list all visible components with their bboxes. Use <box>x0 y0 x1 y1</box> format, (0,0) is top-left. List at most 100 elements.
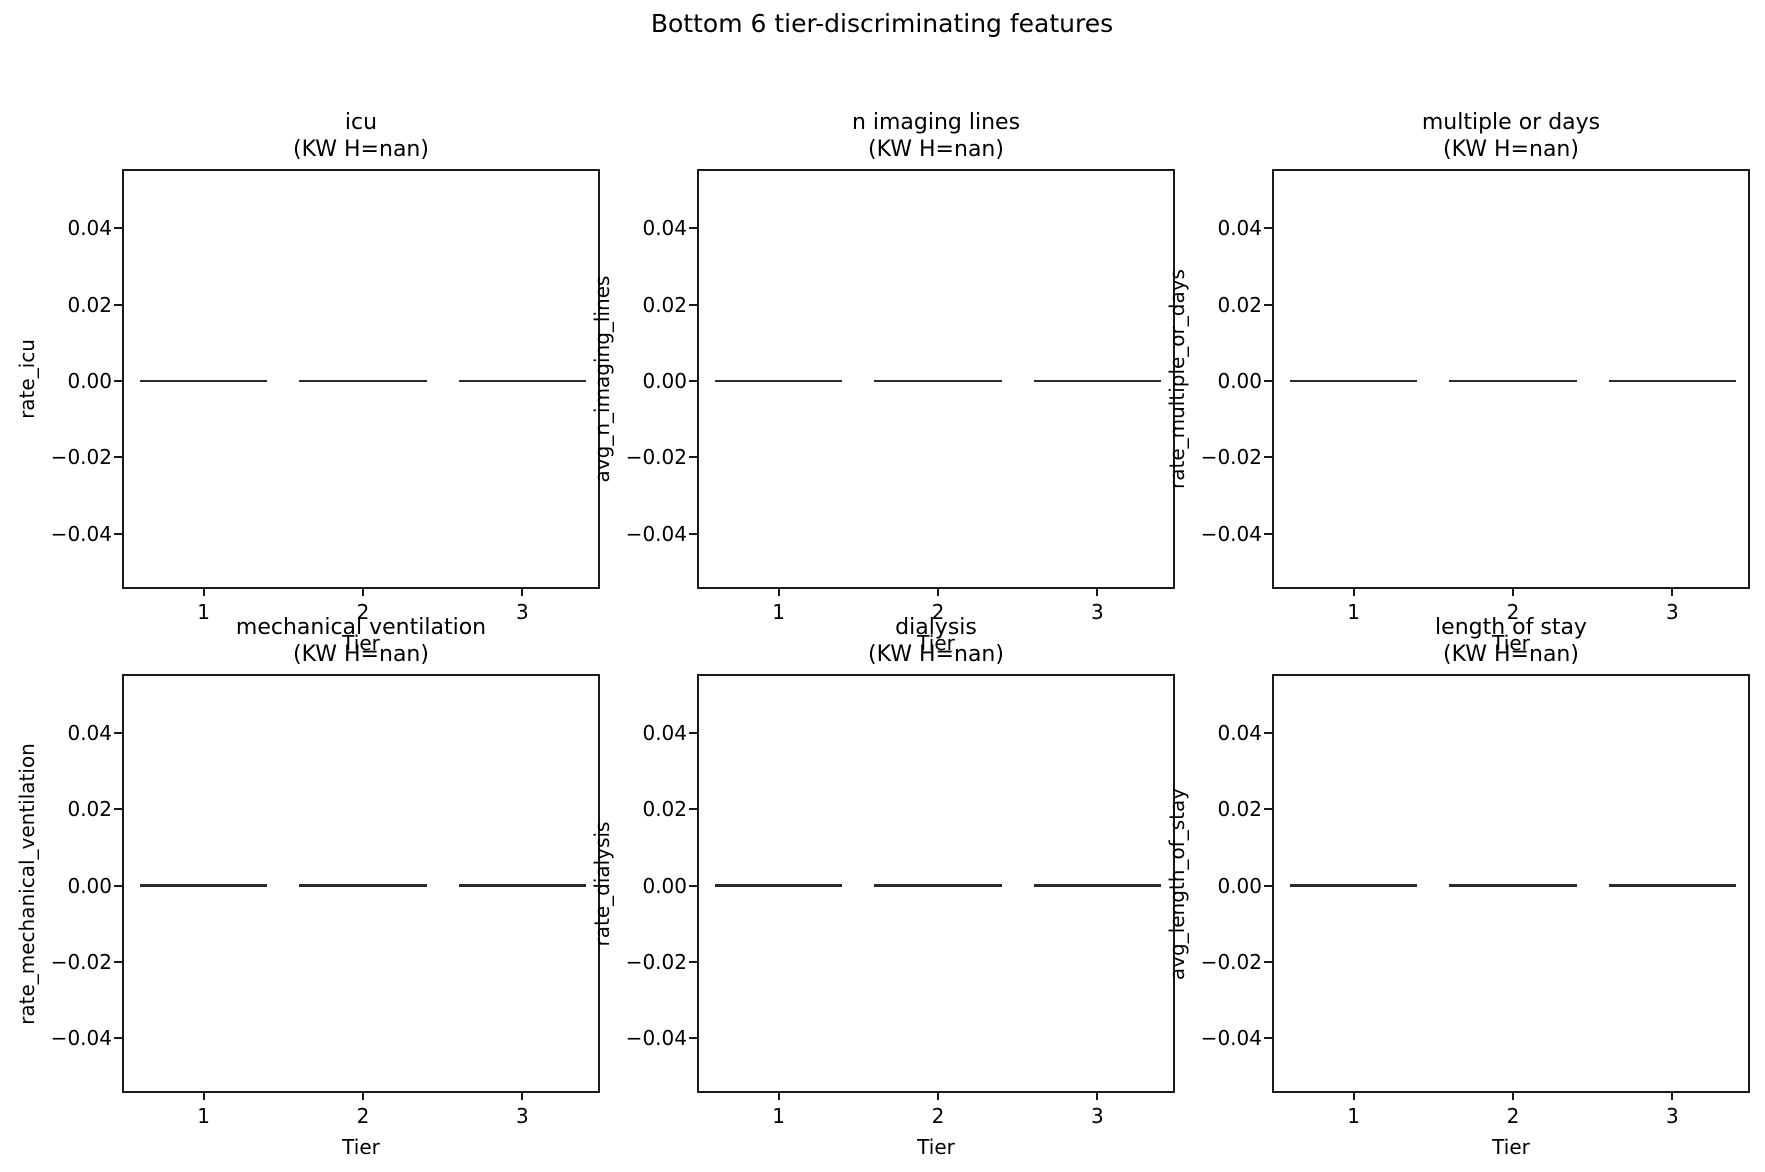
x-axis-label: Tier <box>917 1135 955 1159</box>
y-tick-label: 0.00 <box>1217 369 1262 393</box>
boxplot-median-line <box>1449 884 1577 887</box>
y-tick-mark <box>689 380 697 382</box>
y-tick-label: 0.02 <box>642 292 687 317</box>
y-tick-label: −0.02 <box>1200 445 1262 470</box>
y-tick-label: −0.04 <box>625 1025 687 1050</box>
x-tick-label: 3 <box>515 1104 529 1128</box>
x-tick-label: 2 <box>1506 1104 1520 1128</box>
x-tick-mark <box>202 587 205 596</box>
subplot-title: mechanical ventilation <box>235 615 487 640</box>
y-tick-mark <box>114 808 122 811</box>
boxplot-median-line <box>1608 379 1737 383</box>
y-tick-label: −0.02 <box>625 445 687 470</box>
y-tick-mark <box>114 380 122 382</box>
y-tick-label: −0.02 <box>50 949 112 974</box>
x-tick-mark <box>202 1091 205 1100</box>
subplot-title: icu <box>344 110 378 135</box>
x-tick-label: 1 <box>772 600 786 624</box>
x-tick-label: 2 <box>356 1104 370 1128</box>
x-tick-label: 3 <box>1665 600 1679 624</box>
y-tick-mark <box>1264 960 1272 963</box>
y-tick-mark <box>1264 808 1272 811</box>
y-tick-label: −0.04 <box>1200 1025 1262 1050</box>
y-tick-mark <box>114 1036 122 1039</box>
x-tick-label: 1 <box>197 1104 211 1128</box>
y-tick-mark <box>114 303 122 306</box>
x-tick-mark <box>1671 587 1674 596</box>
y-tick-mark <box>1264 456 1272 459</box>
x-tick-label: 2 <box>931 1104 945 1128</box>
x-axis-label: Tier <box>1492 631 1530 655</box>
y-tick-label: 0.04 <box>1217 216 1262 241</box>
y-tick-mark <box>689 1036 697 1039</box>
y-tick-mark <box>114 732 122 735</box>
x-axis-label: Tier <box>1492 1135 1530 1159</box>
boxplot-median-line <box>874 884 1002 887</box>
subplot-title: n imaging lines <box>851 110 1021 135</box>
x-tick-mark <box>362 1091 364 1100</box>
boxplot-median-line <box>714 884 843 887</box>
x-axis-label: Tier <box>342 1135 380 1159</box>
y-tick-mark <box>1264 380 1272 382</box>
y-axis-label: rate_mechanical_ventilation <box>15 742 39 1025</box>
subplot-title: multiple or days <box>1421 110 1601 135</box>
y-tick-label: 0.04 <box>67 216 112 241</box>
x-tick-mark <box>937 587 939 596</box>
x-tick-mark <box>1096 1091 1099 1100</box>
x-tick-mark <box>1671 1091 1674 1100</box>
y-tick-label: 0.02 <box>67 292 112 317</box>
x-axis-label: Tier <box>917 631 955 655</box>
x-tick-mark <box>521 1091 524 1100</box>
subplot-n-imaging-lines: n imaging lines (KW H=nan) avg_n_imaging_l… <box>590 110 1175 655</box>
subplot-title: dialysis <box>895 615 977 640</box>
boxplot-median-line <box>1449 379 1577 383</box>
subplot-stat-line: (KW H=nan) <box>868 642 1004 667</box>
x-tick-mark <box>1352 1091 1355 1100</box>
y-axis-label: avg_n_imaging_lines <box>590 275 614 483</box>
y-tick-label: −0.04 <box>50 521 112 546</box>
y-tick-label: 0.02 <box>642 797 687 822</box>
y-tick-label: 0.04 <box>642 721 687 746</box>
boxplot-median-line <box>299 379 427 383</box>
y-tick-mark <box>114 960 122 963</box>
subplot-icu: icu (KW H=nan) rate_icu Tier 0.04 0.02 0.00 −0.… <box>15 110 600 655</box>
boxplot-median-line <box>139 884 268 887</box>
y-tick-mark <box>114 532 122 535</box>
y-tick-mark <box>1264 532 1272 535</box>
y-tick-label: 0.00 <box>67 873 112 898</box>
subplot-stat-line: (KW H=nan) <box>293 137 429 162</box>
y-tick-label: 0.04 <box>67 721 112 746</box>
boxplot-median-line <box>139 379 268 383</box>
y-axis-label: rate_icu <box>15 339 39 419</box>
y-tick-label: −0.02 <box>50 445 112 470</box>
boxplot-median-line <box>1033 379 1162 383</box>
y-tick-mark <box>1264 884 1272 887</box>
y-tick-label: 0.00 <box>67 369 112 393</box>
boxplot-median-line <box>458 379 587 383</box>
x-tick-label: 1 <box>772 1104 786 1128</box>
y-tick-mark <box>114 456 122 459</box>
y-tick-mark <box>114 227 122 230</box>
y-tick-mark <box>689 456 697 459</box>
y-tick-label: 0.02 <box>1217 797 1262 822</box>
y-tick-label: 0.00 <box>642 873 687 898</box>
subplot-mechanical-ventilation: mechanical ventilation (KW H=nan) rate_mec… <box>15 615 600 1159</box>
boxplot-median-line <box>1289 379 1418 383</box>
y-tick-label: 0.00 <box>642 369 687 393</box>
boxplot-median-line <box>458 884 587 887</box>
x-tick-mark <box>1352 587 1355 596</box>
y-tick-mark <box>1264 227 1272 230</box>
subplot-multiple-or-days: multiple or days (KW H=nan) rate_multiple_… <box>1165 110 1750 655</box>
y-tick-label: −0.02 <box>1200 949 1262 974</box>
subplot-stat-line: (KW H=nan) <box>293 642 429 667</box>
x-tick-mark <box>937 1091 939 1100</box>
y-tick-label: 0.00 <box>1217 873 1262 898</box>
y-tick-label: 0.04 <box>642 216 687 241</box>
subplot-stat-line: (KW H=nan) <box>1443 137 1579 162</box>
y-tick-mark <box>1264 303 1272 306</box>
y-tick-mark <box>689 732 697 735</box>
boxplot-median-line <box>1289 884 1418 887</box>
x-tick-label: 3 <box>1090 600 1104 624</box>
subplot-length-of-stay: length of stay (KW H=nan) avg_length_of_st… <box>1165 615 1750 1159</box>
